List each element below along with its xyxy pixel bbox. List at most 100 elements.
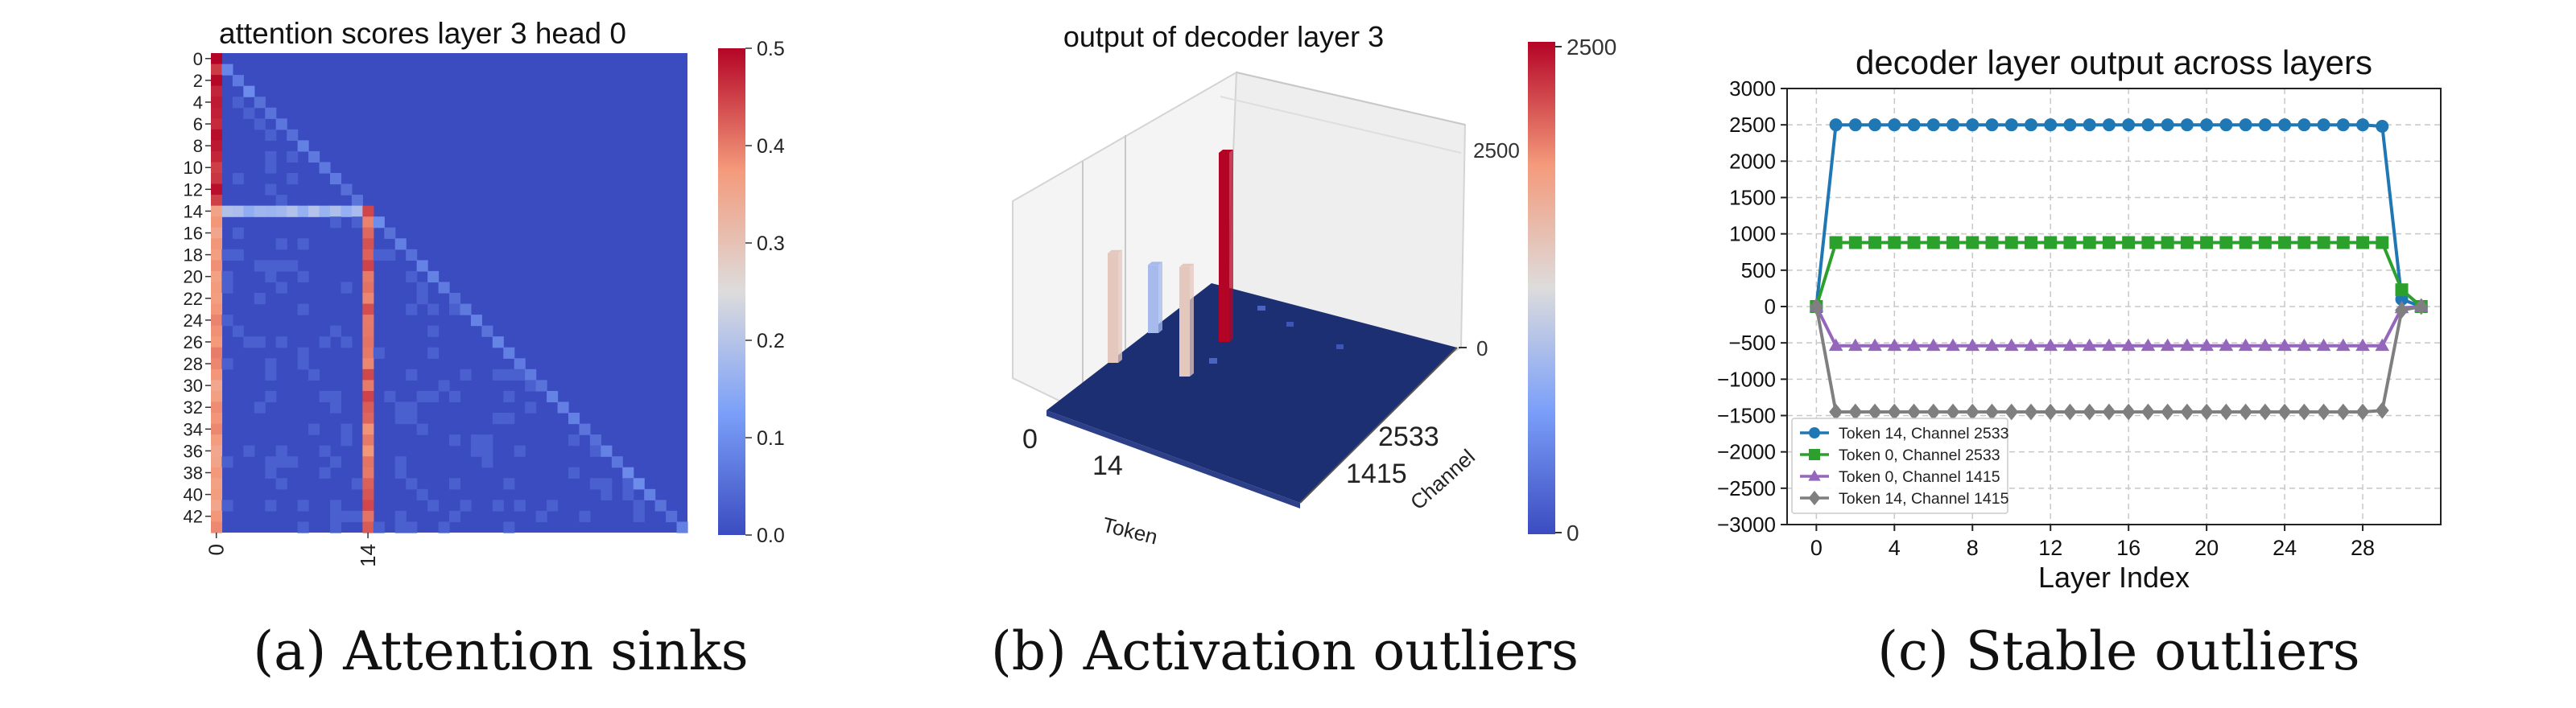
heatmap-cell (351, 478, 363, 490)
heatmap-cell (525, 368, 537, 381)
heatmap-y-tick: 40 (184, 485, 203, 505)
bar3d-bars (1108, 150, 1233, 377)
heatmap-cell (547, 500, 559, 512)
heatmap-cell (211, 456, 223, 468)
line-x-tick: 0 (1810, 536, 1823, 560)
heatmap-cell (254, 205, 266, 217)
line-point (2180, 403, 2194, 421)
heatmap-cell (211, 270, 223, 283)
heatmap-y-tick: 30 (184, 376, 203, 396)
heatmap-cell (341, 423, 353, 435)
heatmap-cell (275, 205, 287, 217)
heatmap-cell (319, 336, 331, 348)
line-x-tick: 12 (2038, 536, 2062, 560)
heatmap-cell (265, 456, 277, 468)
heatmap-cell (232, 173, 244, 185)
line-y-tick: 1000 (1729, 222, 1776, 246)
heatmap-x-tick: 0 (204, 544, 229, 555)
heatmap-cell (243, 336, 255, 348)
line-point (2239, 118, 2252, 132)
bar3d-colorbar-tick: 2500 (1567, 35, 1616, 60)
heatmap-cell (384, 390, 396, 403)
heatmap-cell (211, 500, 223, 512)
heatmap-cell (481, 325, 493, 337)
line-point (1829, 118, 1843, 132)
line-point (2258, 403, 2273, 421)
heatmap-cell (265, 390, 277, 403)
heatmap-cell (297, 521, 309, 533)
line-series-2 (1809, 298, 2429, 352)
line-point (1985, 236, 1999, 249)
bar3d-colorbar (1528, 42, 1555, 534)
heatmap-cell (232, 325, 244, 337)
heatmap-cell (362, 260, 374, 272)
heatmap-x-tick: 14 (356, 544, 380, 567)
line-point (2375, 338, 2390, 352)
heatmap-cell (514, 445, 526, 457)
heatmap-cell (438, 521, 450, 533)
heatmap-cell (416, 293, 428, 305)
heatmap-cell (211, 129, 223, 141)
bar3d-floor (1046, 283, 1457, 503)
heatmap-colorbar-tick: 0.3 (757, 233, 785, 255)
heatmap-cell (394, 467, 407, 479)
heatmap-cell (579, 510, 591, 523)
heatmap-colorbar-tick: 0.5 (757, 38, 785, 60)
line-y-tick: −2000 (1717, 440, 1776, 464)
line-point (2102, 338, 2116, 352)
line-x-tick: 24 (2273, 536, 2297, 560)
line-point (2258, 236, 2272, 249)
heatmap-cell (427, 325, 440, 337)
heatmap-cell (254, 293, 266, 305)
heatmap-cell (211, 183, 223, 196)
line-point (2044, 236, 2058, 249)
line-point (2063, 403, 2077, 421)
line-point (2160, 338, 2175, 352)
heatmap-cell (470, 315, 482, 327)
heatmap-cell (406, 401, 418, 414)
line-y-tick: −500 (1728, 331, 1776, 355)
heatmap-cell (384, 249, 396, 261)
heatmap-y-tick: 32 (184, 397, 203, 418)
heatmap-cell (243, 445, 255, 457)
heatmap-cell (330, 205, 342, 217)
heatmap-cell (416, 423, 428, 435)
bar3d-bar-top (1148, 261, 1162, 266)
line-point (2376, 236, 2389, 249)
bar3d-bar-side (1229, 150, 1233, 342)
heatmap-y-tick: 26 (184, 332, 203, 352)
heatmap-cell (287, 150, 299, 163)
heatmap-cell (211, 434, 223, 447)
heatmap-cell (611, 456, 623, 468)
heatmap-cell (589, 445, 601, 457)
heatmap-cell (243, 205, 255, 217)
line-point (2063, 118, 2077, 132)
legend-marker (1809, 427, 1820, 438)
line-point (1966, 118, 1979, 132)
heatmap-cell (373, 521, 385, 533)
heatmap-y-tick: 24 (184, 311, 203, 331)
line-point (2414, 298, 2429, 315)
panel-a: attention scores layer 3 head 0 02468101… (184, 17, 785, 682)
heatmap-cell (568, 467, 580, 479)
heatmap-cell (406, 270, 418, 283)
legend-label: Token 0, Channel 1415 (1839, 468, 2000, 486)
heatmap-cell (481, 434, 493, 447)
bar3d-x-tick: 0 (1022, 424, 1038, 455)
heatmap-cell (351, 216, 363, 228)
heatmap-cell (362, 510, 374, 523)
heatmap-cell (362, 467, 374, 479)
heatmap-cell (362, 282, 374, 294)
line-point (2219, 403, 2233, 421)
line-point (1848, 403, 1863, 421)
heatmap-cell (362, 445, 374, 457)
line-y-tick: −1500 (1717, 404, 1776, 428)
heatmap-y-tick: 10 (184, 158, 203, 178)
line-y-tick: 500 (1741, 258, 1776, 282)
heatmap-cell (622, 467, 634, 479)
heatmap-cell (481, 456, 493, 468)
heatmap-cell (265, 107, 277, 119)
line-point (1907, 236, 1921, 249)
line-point (1829, 403, 1843, 421)
bar3d-floor-edge (1046, 410, 1300, 508)
